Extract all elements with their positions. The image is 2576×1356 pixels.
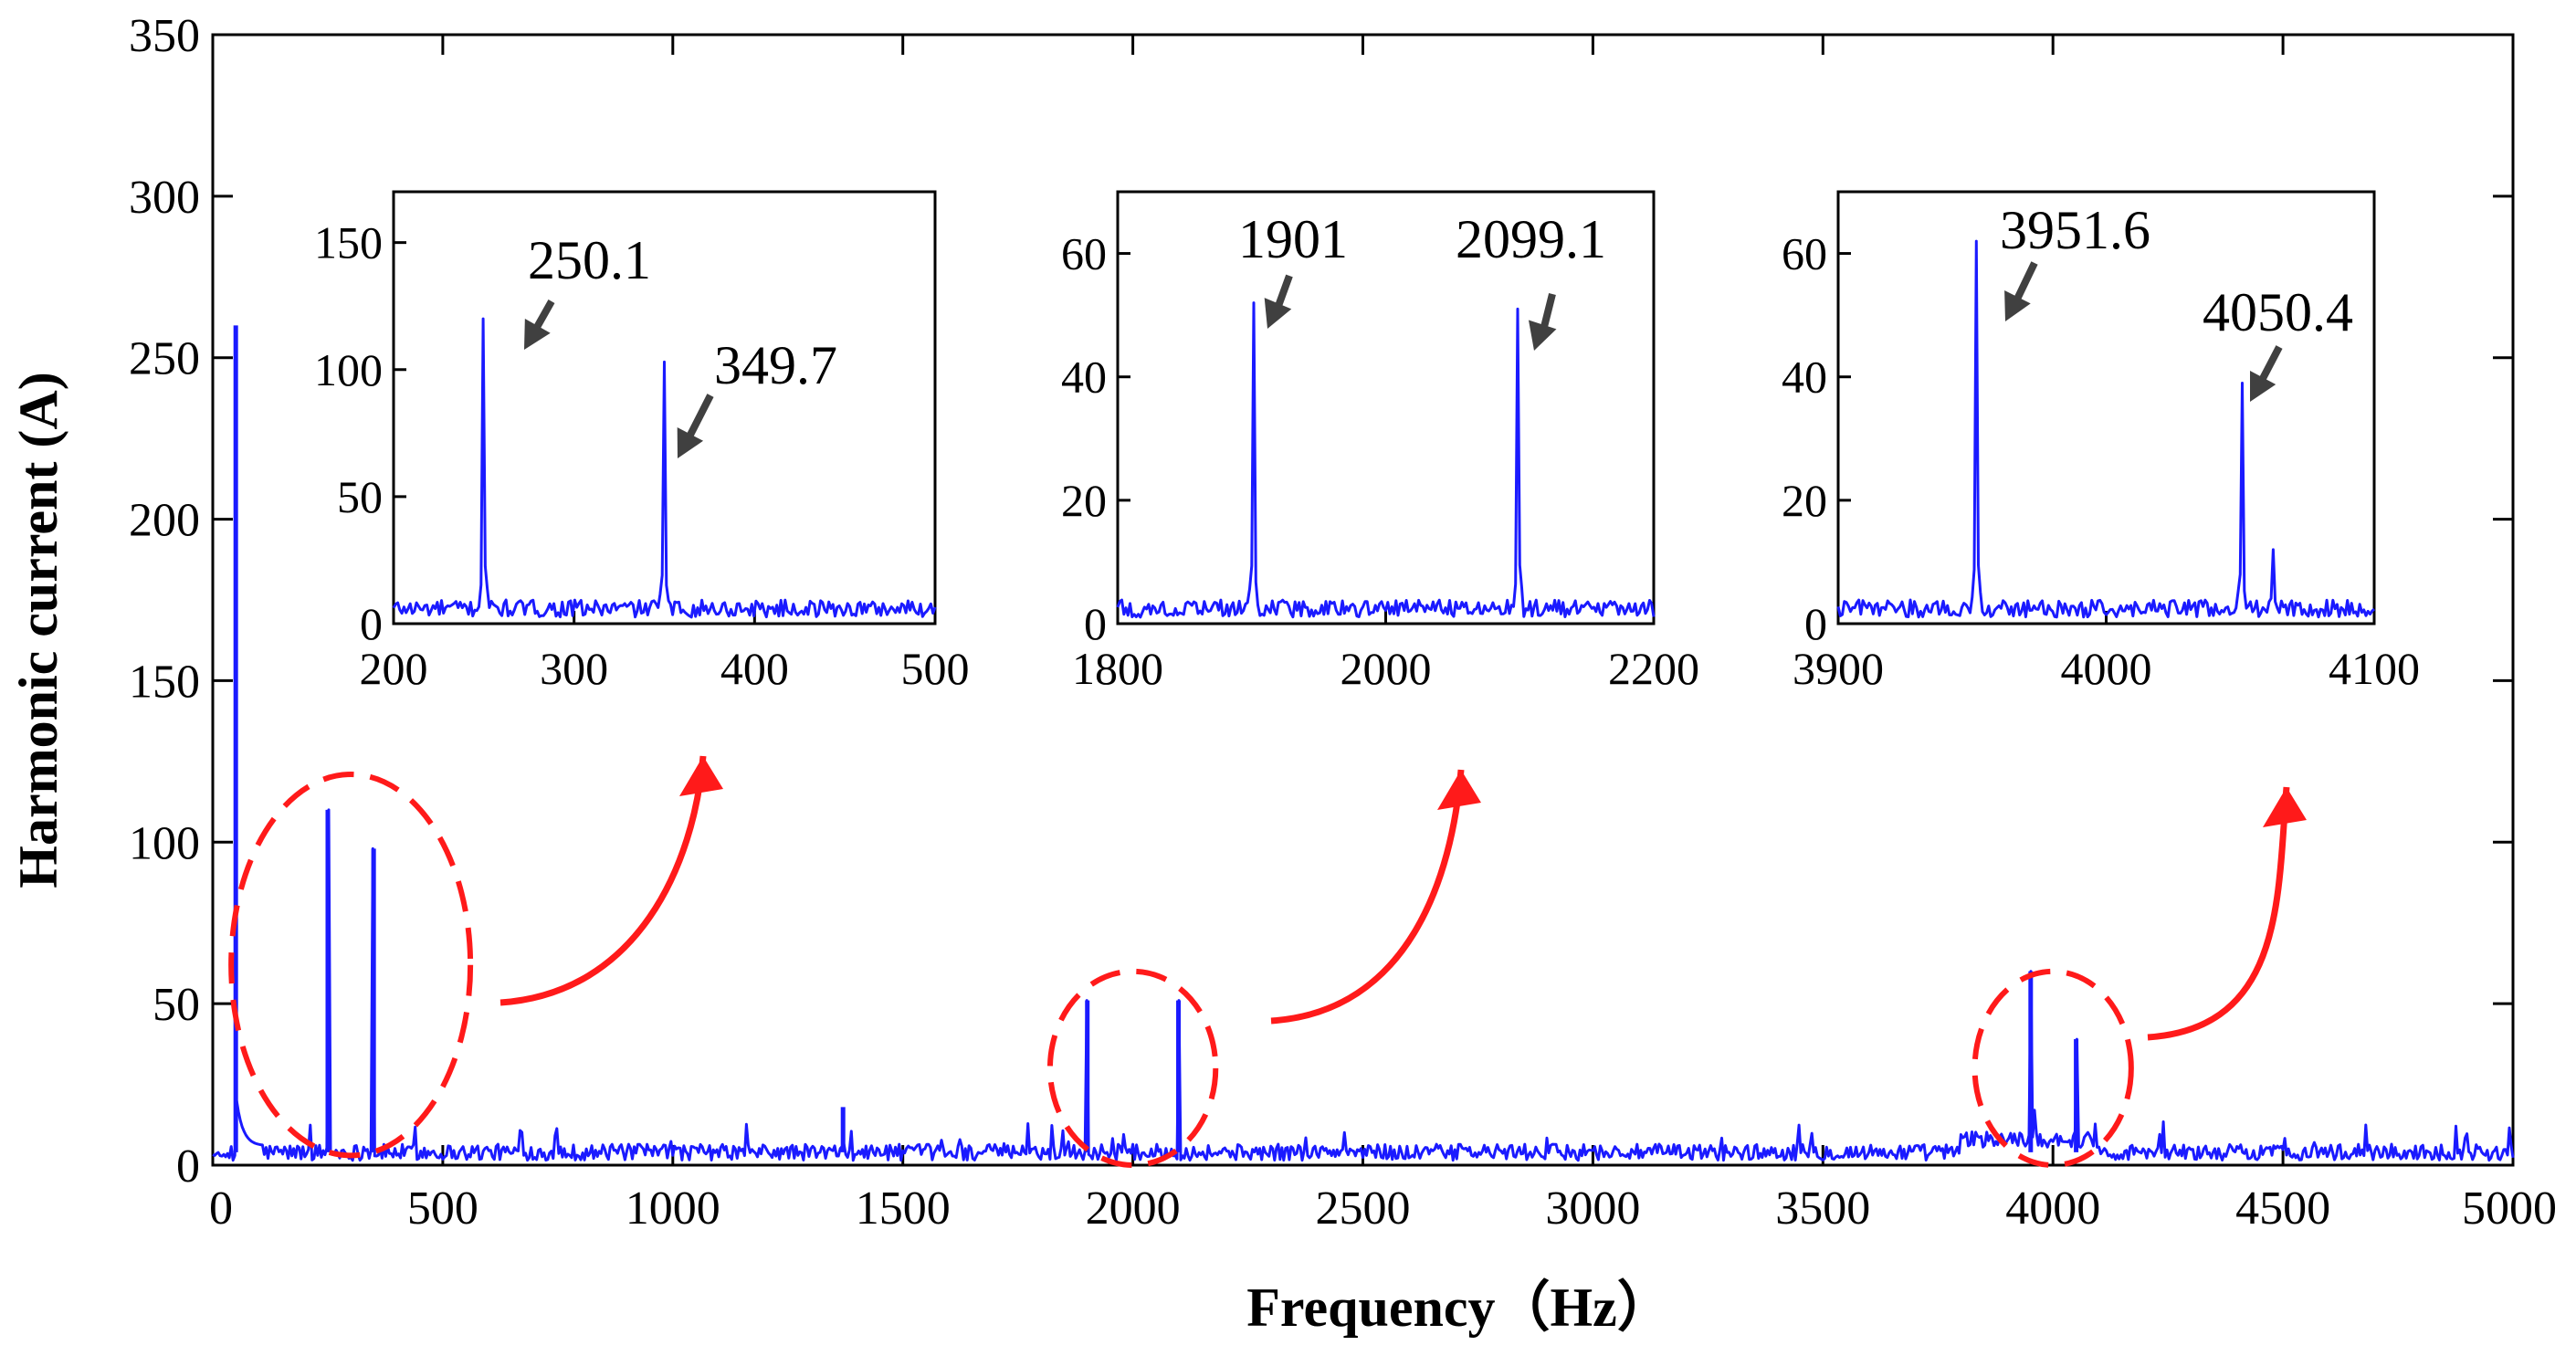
inset-x-tick-label: 300 xyxy=(540,643,608,694)
x-tick-label: 4000 xyxy=(2005,1183,2100,1235)
y-tick-label: 150 xyxy=(129,656,200,708)
inset-y-tick-label: 60 xyxy=(1061,228,1107,279)
peak-label: 2099.1 xyxy=(1456,209,1606,269)
zoom-arrow xyxy=(2147,786,2290,1041)
peak-arrowhead xyxy=(1264,298,1292,329)
peak-label: 349.7 xyxy=(714,335,837,395)
inset-y-tick-label: 100 xyxy=(314,344,383,395)
peak-arrowhead xyxy=(1528,320,1557,351)
inset-x-tick-label: 1800 xyxy=(1072,643,1163,694)
x-tick-label: 2500 xyxy=(1316,1183,1411,1235)
peak-label: 1901 xyxy=(1238,209,1348,269)
spectrum-line xyxy=(212,808,2515,1162)
inset-frame xyxy=(1836,190,2376,625)
peak-label: 250.1 xyxy=(528,230,651,290)
inset-y-tick-label: 50 xyxy=(337,471,383,522)
highlight-regions xyxy=(228,755,2307,1169)
zoom-arrowhead xyxy=(1437,770,1481,810)
x-tick-label: 1500 xyxy=(856,1183,951,1235)
y-tick-label: 50 xyxy=(152,979,200,1031)
peak-label: 3951.6 xyxy=(2000,200,2150,260)
inset-spectrum-line xyxy=(1116,301,1656,619)
x-tick-label: 500 xyxy=(407,1183,478,1235)
inset-x-tick-label: 400 xyxy=(720,643,789,694)
inset-y-tick-label: 60 xyxy=(1782,228,1827,279)
x-tick-label: 3500 xyxy=(1775,1183,1870,1235)
y-tick-label: 0 xyxy=(176,1141,200,1193)
inset-y-tick-label: 150 xyxy=(314,217,383,268)
x-tick-label: 2000 xyxy=(1086,1183,1181,1235)
inset-spectrum-line xyxy=(392,317,937,619)
y-tick-label: 300 xyxy=(129,172,200,224)
inset-x-tick-label: 4000 xyxy=(2061,643,2152,694)
inset-spectrum-line xyxy=(1836,239,2376,619)
inset-y-tick-label: 0 xyxy=(360,598,383,649)
inset-y-tick-label: 20 xyxy=(1782,475,1827,526)
y-tick-label: 100 xyxy=(129,817,200,869)
peak-arrowhead xyxy=(677,427,704,458)
inset-plot: 200 300 400 500 0 50 100 150 250.1 349.7 xyxy=(314,190,970,694)
peak-label: 4050.4 xyxy=(2203,282,2353,342)
inset-plot: 1800 2000 2200 0 20 40 60 1901 2099.1 xyxy=(1061,190,1699,694)
x-tick-label: 4500 xyxy=(2235,1183,2330,1235)
x-tick-label: 5000 xyxy=(2462,1183,2557,1235)
y-axis-title: Harmonic current (A) xyxy=(8,372,68,888)
highlight-ellipse xyxy=(1046,968,1219,1169)
zoom-arrow xyxy=(499,755,707,1006)
inset-x-tick-label: 2200 xyxy=(1608,643,1699,694)
peak-arrowhead xyxy=(2004,290,2031,321)
zoom-arrow xyxy=(1270,769,1465,1025)
zoom-arrowhead xyxy=(2263,787,2307,827)
inset-y-tick-label: 0 xyxy=(1084,598,1107,649)
inset-x-tick-label: 200 xyxy=(360,643,428,694)
inset-x-tick-label: 2000 xyxy=(1341,643,1432,694)
x-tick-label: 0 xyxy=(209,1183,233,1235)
y-tick-label: 200 xyxy=(129,495,200,547)
inset-y-tick-label: 40 xyxy=(1061,352,1107,403)
inset-plot: 3900 4000 4100 0 20 40 60 3951.6 4050.4 xyxy=(1782,190,2420,694)
peak-arrowhead xyxy=(2250,371,2276,402)
inset-y-tick-label: 40 xyxy=(1782,352,1827,403)
highlight-ellipse xyxy=(1971,968,2134,1169)
y-tick-label: 350 xyxy=(129,10,200,62)
zoom-arrowhead xyxy=(679,756,723,796)
peak-arrowhead xyxy=(524,319,551,350)
inset-frame xyxy=(1116,190,1656,625)
x-tick-label: 1000 xyxy=(626,1183,720,1235)
y-tick-label: 250 xyxy=(129,333,200,385)
main-plot: 0 500 1000 1500 2000 2500 3000 3500 4000 4500 5000… xyxy=(129,10,2557,1235)
inset-y-tick-label: 20 xyxy=(1061,475,1107,526)
inset-x-tick-label: 4100 xyxy=(2329,643,2420,694)
inset-y-tick-label: 0 xyxy=(1804,598,1827,649)
x-axis-title: Frequency（Hz） xyxy=(1246,1277,1672,1338)
inset-x-tick-label: 500 xyxy=(901,643,970,694)
inset-x-tick-label: 3900 xyxy=(1793,643,1884,694)
x-tick-label: 3000 xyxy=(1545,1183,1640,1235)
highlight-ellipse xyxy=(228,772,474,1159)
